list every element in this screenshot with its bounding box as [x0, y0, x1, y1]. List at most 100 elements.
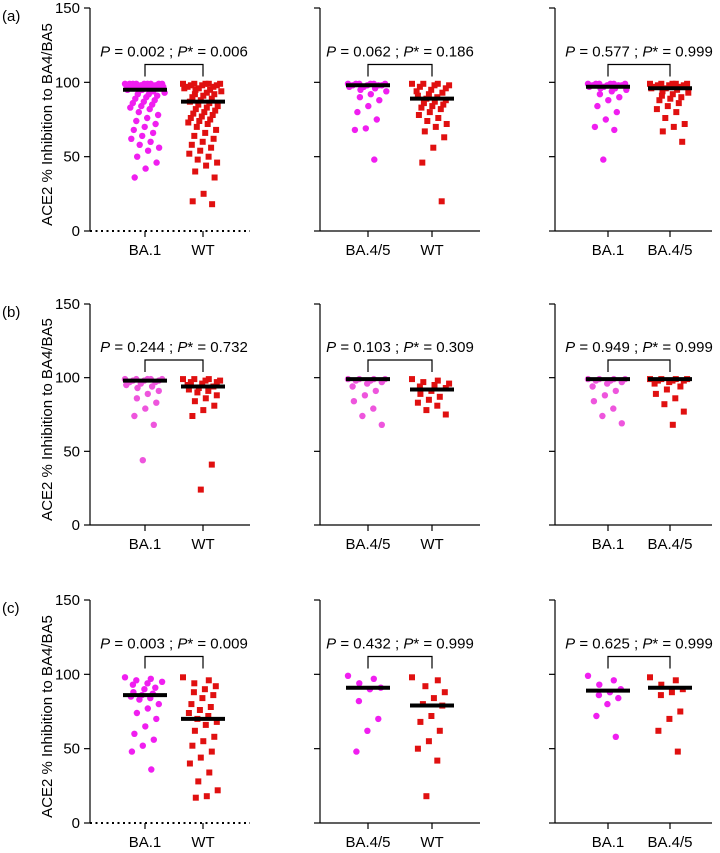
x-tick-label: BA.4/5	[647, 242, 692, 259]
y-tick-label: 100	[55, 370, 80, 387]
data-point	[438, 198, 445, 205]
data-point	[596, 681, 603, 688]
subplot: BA.1 BA.4/5 P = 0.577 ; P* = 0.999	[549, 7, 713, 259]
data-point	[187, 82, 194, 89]
data-point	[428, 713, 435, 719]
data-point	[353, 748, 360, 755]
data-point	[425, 396, 432, 403]
data-point	[680, 82, 687, 89]
data-point	[203, 793, 210, 800]
data-point	[431, 82, 438, 89]
data-point	[440, 101, 447, 108]
data-point	[211, 402, 218, 409]
data-point	[185, 119, 192, 126]
data-point	[356, 680, 363, 687]
data-point	[443, 121, 450, 127]
data-point	[430, 144, 437, 151]
data-point	[663, 386, 670, 393]
data-point	[213, 126, 220, 133]
data-point	[596, 91, 604, 98]
data-point	[147, 675, 154, 682]
data-point	[417, 718, 424, 725]
data-point	[195, 101, 202, 108]
data-point	[193, 123, 200, 130]
data-point	[431, 98, 438, 105]
data-point	[199, 138, 206, 145]
y-axis-label: ACE2 % Inhibition to BA4/BA5	[39, 318, 56, 521]
data-point	[154, 111, 162, 119]
data-point	[647, 80, 653, 87]
data-point	[418, 104, 425, 111]
data-point	[656, 97, 663, 104]
data-point	[432, 123, 439, 130]
data-point	[142, 165, 149, 172]
panel-b: (b) ACE2 % Inhibition to BA4/BA5 0 50 100 150…	[2, 296, 713, 553]
p-value-annotation: P = 0.244 ; P* = 0.732	[100, 339, 248, 356]
y-tick-label: 50	[63, 741, 80, 758]
data-point	[655, 727, 662, 734]
data-point	[414, 745, 421, 752]
data-point	[181, 85, 188, 92]
data-point	[659, 128, 666, 135]
y-axis-label: ACE2 % Inhibition to BA4/BA5	[39, 23, 56, 226]
data-point	[204, 121, 211, 127]
data-point	[618, 420, 625, 427]
x-tick-label: BA.4/5	[345, 242, 390, 259]
data-point	[153, 159, 160, 166]
data-point	[150, 736, 157, 743]
data-point	[362, 125, 369, 132]
data-point	[202, 395, 209, 402]
data-point	[441, 134, 448, 141]
y-tick-label: 0	[72, 223, 80, 240]
data-point	[370, 675, 377, 682]
data-point	[615, 694, 622, 702]
y-tick-label: 150	[55, 296, 80, 313]
data-point	[189, 198, 196, 205]
data-point	[195, 85, 202, 92]
data-point	[662, 115, 669, 121]
data-point	[426, 109, 433, 116]
data-point	[664, 103, 671, 110]
p-value-annotation: P = 0.062 ; P* = 0.186	[326, 43, 474, 60]
comparison-bracket	[607, 63, 671, 77]
data-point	[413, 88, 420, 95]
data-point	[153, 399, 160, 406]
data-point	[133, 117, 140, 125]
data-point	[652, 390, 659, 397]
data-point	[205, 80, 212, 87]
data-point	[144, 390, 151, 398]
subplot: 0 50 100 150 BA.1 WT P = 0.002 ; P* = 0.006	[55, 0, 250, 259]
data-point	[191, 376, 198, 383]
data-point	[434, 677, 441, 684]
y-tick-label: 150	[55, 0, 80, 17]
data-point	[208, 748, 215, 755]
data-point	[217, 80, 224, 87]
data-point	[188, 141, 195, 148]
data-point	[428, 86, 435, 93]
data-point	[188, 701, 195, 708]
data-point	[192, 106, 199, 113]
data-point	[439, 89, 446, 96]
data-point	[431, 382, 438, 388]
data-point	[158, 678, 166, 685]
p-value-annotation: P = 0.949 ; P* = 0.999	[565, 339, 713, 356]
data-point	[684, 80, 691, 87]
data-point	[202, 80, 209, 87]
data-point	[349, 383, 356, 390]
data-point	[196, 118, 203, 124]
data-point	[210, 83, 217, 90]
data-point	[430, 695, 437, 702]
data-point	[211, 174, 218, 181]
x-tick-label: BA.1	[129, 242, 162, 259]
comparison-bracket	[144, 359, 204, 372]
data-point	[672, 395, 679, 402]
data-point	[409, 674, 415, 681]
data-point	[419, 159, 426, 166]
data-point	[367, 91, 374, 98]
data-point	[653, 106, 660, 113]
data-point	[218, 88, 225, 95]
data-point	[651, 380, 658, 387]
data-point	[357, 86, 364, 94]
data-point	[672, 80, 679, 87]
data-point	[423, 793, 430, 800]
